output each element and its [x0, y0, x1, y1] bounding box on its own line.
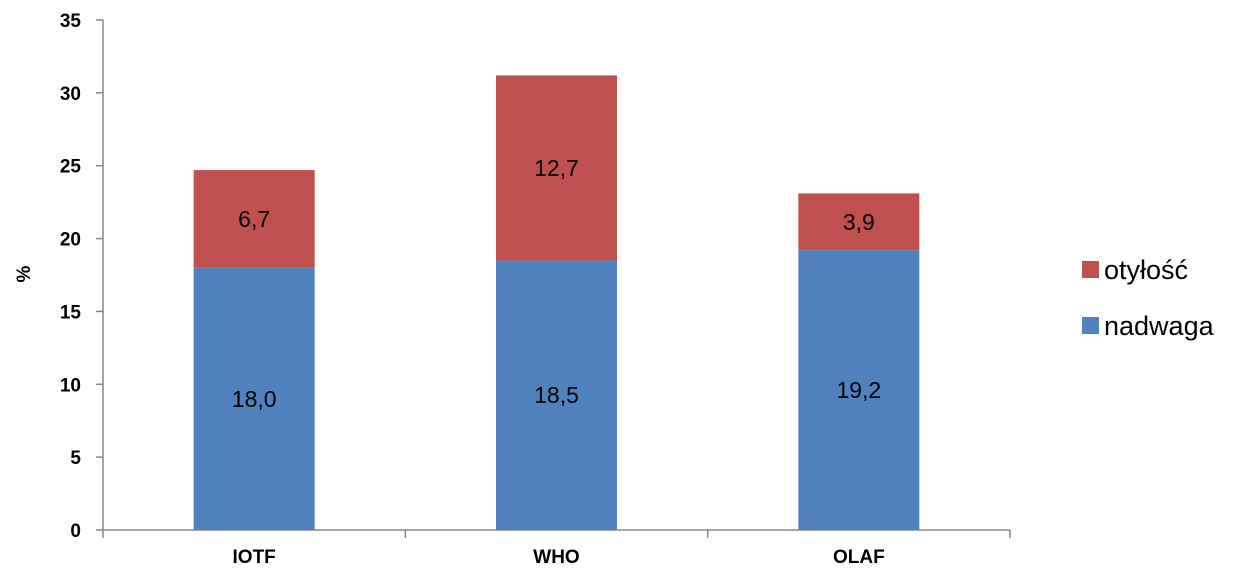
bar-who-nadwaga	[496, 260, 617, 530]
data-label: 18,5	[534, 382, 579, 408]
data-label: 12,7	[534, 155, 579, 181]
y-tick-label: 0	[70, 521, 81, 542]
x-category-label: IOTF	[233, 547, 276, 568]
x-category-label: OLAF	[833, 547, 885, 568]
bar-iotf-otyłość	[193, 170, 315, 268]
bar-olaf-nadwaga	[798, 250, 920, 530]
y-tick-label: 30	[60, 84, 81, 105]
data-label: 3,9	[843, 209, 875, 235]
legend-label-nadwaga: nadwaga	[1104, 311, 1215, 341]
y-tick-label: 5	[70, 448, 81, 469]
y-axis-title: %	[14, 265, 35, 282]
y-tick-label: 25	[60, 157, 82, 178]
data-label: 6,7	[238, 206, 270, 232]
x-category-label: WHO	[533, 547, 579, 568]
legend-swatch-nadwaga	[1082, 317, 1099, 334]
bar-iotf-nadwaga	[193, 267, 315, 530]
data-label: 18,0	[232, 386, 277, 412]
y-tick-label: 20	[60, 230, 81, 251]
bar-olaf-otyłość	[798, 193, 920, 251]
legend-label-otyłość: otyłość	[1104, 255, 1188, 285]
bars	[193, 75, 920, 530]
data-labels: 18,0 6,7 18,5 12,7 19,2 3,9	[232, 155, 881, 412]
bar-who-otyłość	[496, 75, 617, 261]
data-label: 19,2	[836, 377, 881, 403]
y-tick-label: 10	[60, 375, 81, 396]
legend-swatch-otyłość	[1082, 261, 1099, 278]
legend: otyłość nadwaga	[1082, 255, 1215, 341]
y-tick-label: 35	[60, 11, 82, 32]
y-tick-label: 15	[60, 302, 82, 323]
